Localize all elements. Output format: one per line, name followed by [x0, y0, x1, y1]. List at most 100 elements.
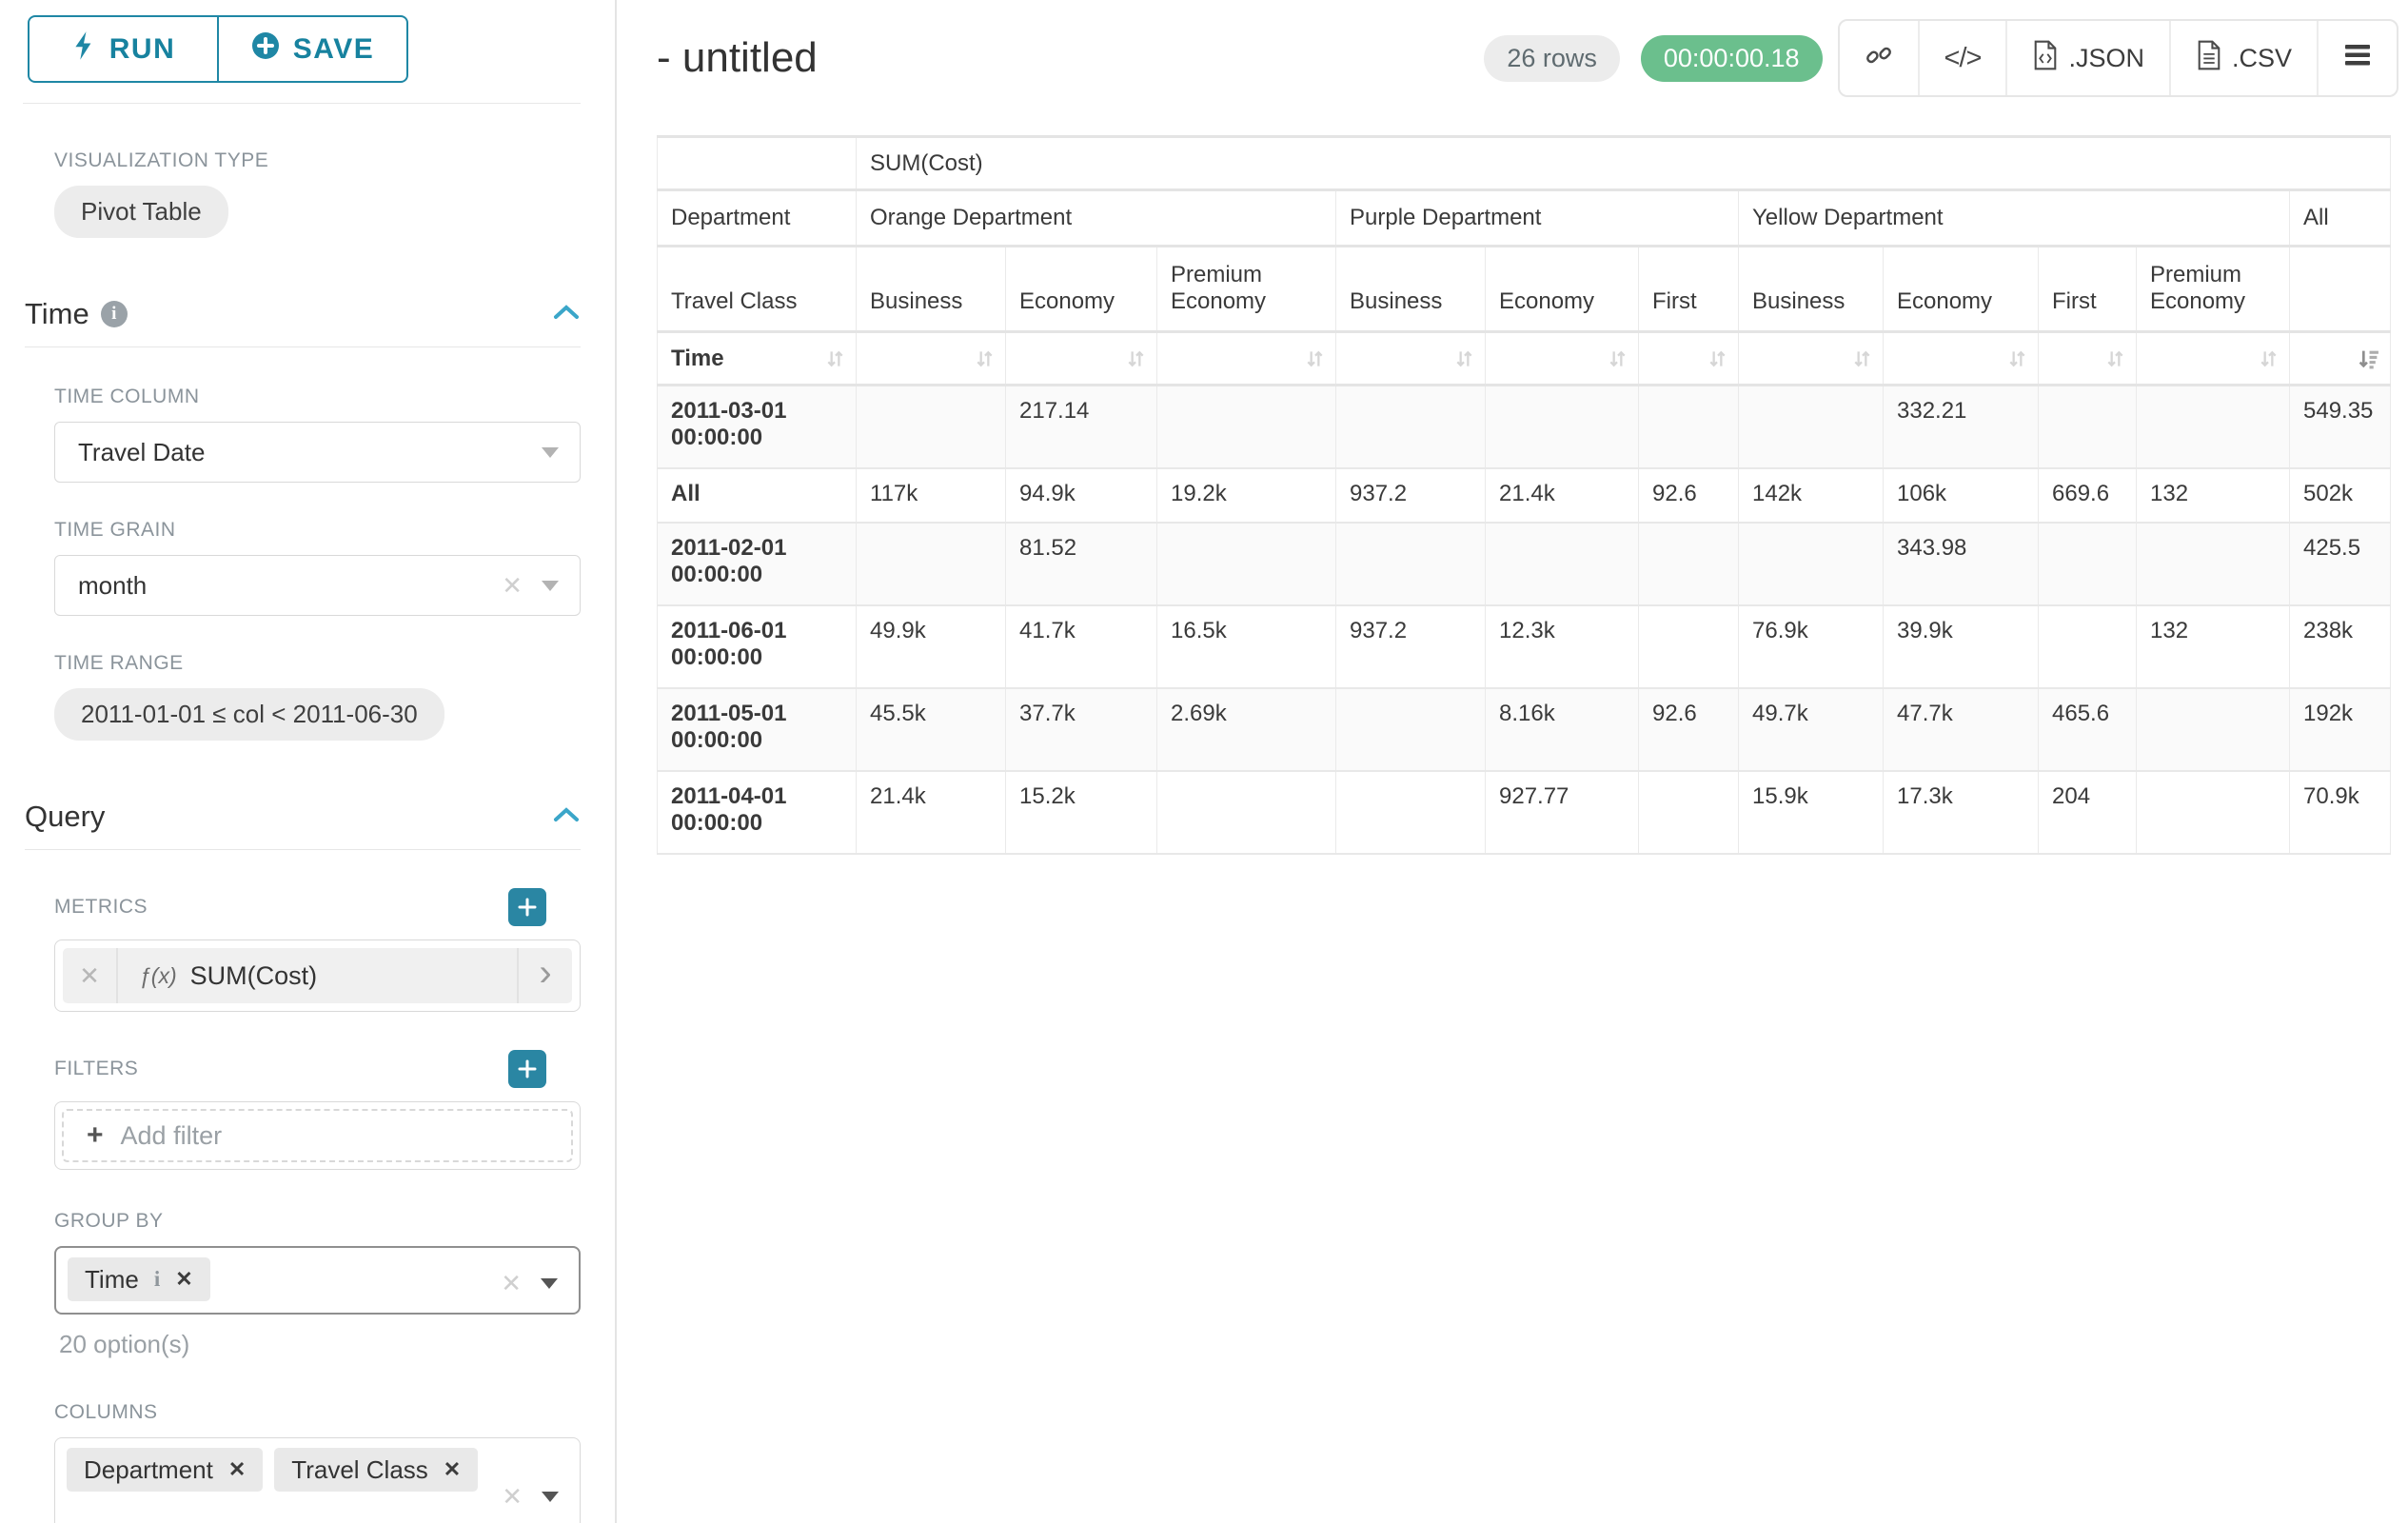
data-cell: 92.6 — [1638, 467, 1739, 523]
class-column-header: Premium Economy — [1156, 246, 1336, 332]
sort-icon[interactable] — [824, 347, 846, 369]
sort-icon[interactable] — [2006, 347, 2028, 369]
pivot-body: 2011-03-01 00:00:00 217.14 332.21 549.35 All… — [657, 385, 2392, 854]
data-cell: 16.5k — [1156, 604, 1336, 688]
add-filter-label: Add filter — [120, 1120, 223, 1150]
remove-tag-icon[interactable]: ✕ — [443, 1457, 462, 1481]
data-cell: 70.9k — [2288, 770, 2392, 854]
data-cell — [1156, 522, 1336, 605]
data-cell — [1638, 770, 1739, 854]
chevron-up-icon[interactable] — [552, 303, 581, 326]
sort-icon[interactable] — [1453, 347, 1475, 369]
sort-icon[interactable] — [1607, 347, 1628, 369]
clear-icon[interactable]: ✕ — [502, 571, 523, 600]
columns-tag[interactable]: Travel Class ✕ — [274, 1448, 479, 1492]
columns-select[interactable]: Department ✕ Travel Class ✕ ✕ — [54, 1437, 581, 1523]
clear-icon[interactable]: ✕ — [502, 1482, 523, 1511]
class-column-header: Business — [1335, 246, 1486, 332]
chart-header: - untitled 26 rows 00:00:00.18 </> — [657, 19, 2398, 97]
filters-label: FILTERS — [54, 1058, 139, 1079]
data-cell: 425.5 — [2288, 522, 2392, 605]
tag-label: Time — [85, 1264, 139, 1294]
class-column-header — [2288, 246, 2392, 332]
table-row: 2011-03-01 00:00:00 217.14 332.21 549.35 — [657, 385, 2392, 468]
chevron-right-icon[interactable]: › — [517, 948, 572, 1003]
data-cell: 37.7k — [1005, 687, 1157, 771]
menu-button[interactable] — [2317, 21, 2397, 95]
data-cell — [2136, 385, 2290, 468]
time-range-pill[interactable]: 2011-01-01 ≤ col < 2011-06-30 — [54, 688, 444, 741]
clear-icon[interactable]: ✕ — [501, 1269, 522, 1297]
view-query-button[interactable]: </> — [1917, 21, 2006, 95]
time-grain-select[interactable]: month ✕ — [54, 555, 581, 616]
csv-label: .CSV — [2231, 43, 2292, 72]
add-filter-dropzone[interactable]: + Add filter — [62, 1109, 573, 1162]
columns-label: COLUMNS — [54, 1401, 158, 1423]
class-column-header: Economy — [1005, 246, 1157, 332]
sort-icon[interactable] — [974, 347, 996, 369]
chevron-up-icon[interactable] — [544, 48, 573, 77]
remove-metric-icon[interactable]: ✕ — [63, 948, 118, 1003]
sort-icon[interactable] — [1304, 347, 1326, 369]
metric-pill[interactable]: ✕ ƒ(x) SUM(Cost) › — [63, 948, 572, 1003]
metric-header-cell: SUM(Cost) — [855, 136, 2392, 190]
data-cell: 47.7k — [1883, 687, 2039, 771]
chevron-up-icon[interactable] — [552, 805, 581, 829]
sort-icon[interactable] — [1707, 347, 1728, 369]
plus-icon: + — [87, 1119, 104, 1151]
data-cell: 41.7k — [1005, 604, 1157, 688]
data-cell: 49.9k — [856, 604, 1006, 688]
data-cell: 142k — [1738, 467, 1884, 523]
export-csv-button[interactable]: .CSV — [2168, 21, 2317, 95]
data-cell: 669.6 — [2038, 467, 2137, 523]
row-header-cell: 2011-05-01 00:00:00 — [657, 687, 857, 771]
sort-row: Time — [657, 331, 2392, 386]
time-column-select[interactable]: Travel Date — [54, 422, 581, 483]
data-cell — [1335, 385, 1486, 468]
sort-icon[interactable] — [1851, 347, 1873, 369]
data-cell: 49.7k — [1738, 687, 1884, 771]
row-header-cell: 2011-03-01 00:00:00 — [657, 385, 857, 468]
hamburger-icon — [2343, 43, 2372, 74]
data-cell: 117k — [856, 467, 1006, 523]
data-cell: 204 — [2038, 770, 2137, 854]
chart-title[interactable]: - untitled — [657, 34, 818, 81]
class-column-header: Premium Economy — [2136, 246, 2290, 332]
sort-icon[interactable] — [2104, 347, 2126, 369]
data-cell: 21.4k — [1485, 467, 1639, 523]
data-cell: 937.2 — [1335, 604, 1486, 688]
data-cell: 132 — [2136, 467, 2290, 523]
time-grain-value: month — [78, 570, 148, 600]
remove-tag-icon[interactable]: ✕ — [175, 1267, 193, 1291]
columns-tag[interactable]: Department ✕ — [67, 1448, 264, 1492]
visualization-type-pill[interactable]: Pivot Table — [54, 186, 228, 238]
data-cell — [2038, 522, 2137, 605]
column-group-header: All — [2288, 189, 2392, 247]
visualization-type-label: VISUALIZATION TYPE — [54, 149, 269, 171]
sort-descending-active-icon[interactable] — [2357, 346, 2380, 370]
time-grain-label: TIME GRAIN — [54, 519, 176, 541]
sort-icon[interactable] — [2258, 347, 2280, 369]
data-cell: 15.9k — [1738, 770, 1884, 854]
time-column-value: Travel Date — [78, 437, 206, 466]
export-json-button[interactable]: .JSON — [2005, 21, 2169, 95]
add-filter-button[interactable] — [508, 1050, 546, 1088]
add-metric-button[interactable] — [508, 888, 546, 926]
run-button[interactable]: RUN — [28, 15, 218, 83]
share-link-button[interactable] — [1840, 21, 1918, 95]
class-column-header: First — [2038, 246, 2137, 332]
data-cell: 465.6 — [2038, 687, 2137, 771]
group-by-select[interactable]: Time i ✕ ✕ — [54, 1246, 581, 1315]
group-by-tag[interactable]: Time i ✕ — [68, 1257, 210, 1301]
data-cell: 94.9k — [1005, 467, 1157, 523]
time-range-label: TIME RANGE — [54, 652, 184, 674]
sort-icon[interactable] — [1125, 347, 1147, 369]
save-button[interactable]: SAVE — [218, 15, 408, 83]
row-header-cell: All — [657, 467, 857, 523]
data-cell — [1335, 522, 1486, 605]
remove-tag-icon[interactable]: ✕ — [227, 1457, 247, 1481]
data-cell: 76.9k — [1738, 604, 1884, 688]
tag-label: Travel Class — [291, 1454, 428, 1484]
data-cell: 549.35 — [2288, 385, 2392, 468]
